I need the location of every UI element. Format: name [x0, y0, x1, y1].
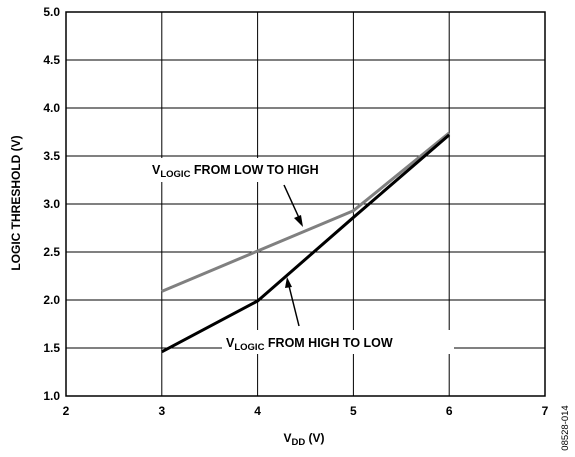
annotation-high-to-low-rest: FROM HIGH TO LOW [264, 336, 392, 350]
annotation-low-to-high-label: VLOGIC FROM LOW TO HIGH [152, 163, 319, 180]
y-tick-label-0: 1.0 [43, 389, 60, 403]
annotation-low-to-high-bg [148, 158, 333, 182]
annotation-high-to-low-arrow [288, 285, 300, 327]
series-layer [161, 131, 451, 354]
x-axis-label-unit: (V) [305, 431, 324, 445]
x-tick-label-0: 2 [63, 404, 70, 418]
x-axis-label-sub: DD [291, 437, 305, 448]
y-tick-label-4: 3.0 [43, 197, 60, 211]
tick-labels: 2 3 4 5 6 7 1.0 1.5 2.0 2.5 3.0 3.5 4.0 4.5 5.0 [43, 5, 548, 418]
annotation-high-to-low-label: VLOGIC FROM HIGH TO LOW [226, 336, 393, 353]
annotation-high-to-low: VLOGIC FROM HIGH TO LOW [222, 277, 454, 354]
annotation-low-to-high-rest: FROM LOW TO HIGH [190, 163, 318, 177]
series-line-1 [161, 133, 451, 354]
annotation-low-to-high-arrow [283, 184, 301, 221]
x-tick-label-5: 7 [542, 404, 549, 418]
annotation-high-to-low-main: V [226, 336, 235, 350]
x-tick-label-1: 3 [158, 404, 165, 418]
y-tick-label-8: 5.0 [43, 5, 60, 19]
y-tick-label-5: 3.5 [43, 149, 60, 163]
annotation-high-to-low-sub: LOGIC [234, 342, 264, 353]
annotation-high-to-low-bg [222, 330, 454, 354]
annotation-low-to-high: VLOGIC FROM LOW TO HIGH [148, 158, 333, 227]
x-axis-label: VDD (V) [283, 431, 324, 448]
x-tick-label-3: 5 [350, 404, 357, 418]
series-line-0 [161, 131, 451, 293]
y-tick-label-3: 2.5 [43, 245, 60, 259]
x-tick-label-4: 6 [446, 404, 453, 418]
y-tick-label-6: 4.0 [43, 101, 60, 115]
annotation-high-to-low-arrowhead [285, 277, 292, 288]
y-tick-label-2: 2.0 [43, 293, 60, 307]
y-tick-label-1: 1.5 [43, 341, 60, 355]
annotation-low-to-high-main: V [152, 163, 161, 177]
x-tick-label-2: 4 [254, 404, 261, 418]
x-axis-label-main: V [283, 431, 291, 445]
y-tick-label-7: 4.5 [43, 53, 60, 67]
annotation-low-to-high-arrowhead [294, 215, 303, 227]
y-axis-label: LOGIC THRESHOLD (V) [9, 135, 23, 270]
figure-id: 08528-014 [560, 405, 571, 450]
annotation-low-to-high-sub: LOGIC [160, 169, 190, 180]
plot-frame [65, 11, 546, 397]
